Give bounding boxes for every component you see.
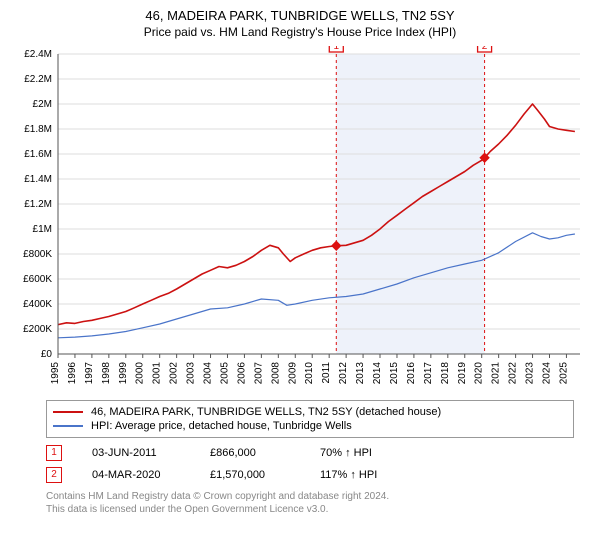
svg-text:2008: 2008 [270, 362, 281, 385]
footer-line2: This data is licensed under the Open Gov… [46, 503, 574, 516]
svg-text:£200K: £200K [23, 324, 52, 335]
chart-area: £0 £200K £400K £600K £800K £1M £1.2M £1.4M £1.6M… [8, 46, 592, 394]
svg-text:2019: 2019 [457, 362, 468, 385]
svg-text:1995: 1995 [50, 362, 61, 385]
chart-title: 46, MADEIRA PARK, TUNBRIDGE WELLS, TN2 5… [8, 8, 592, 25]
svg-text:2022: 2022 [508, 362, 519, 385]
legend-swatch [53, 411, 83, 413]
svg-text:1997: 1997 [84, 362, 95, 385]
svg-text:£600K: £600K [23, 274, 52, 285]
svg-text:1999: 1999 [118, 362, 129, 385]
svg-text:£2M: £2M [33, 99, 52, 110]
svg-text:£400K: £400K [23, 299, 52, 310]
svg-text:2016: 2016 [406, 362, 417, 385]
svg-text:2003: 2003 [186, 362, 197, 385]
chart-subtitle: Price paid vs. HM Land Registry's House … [8, 25, 592, 41]
svg-text:2015: 2015 [389, 362, 400, 385]
sale-price: £866,000 [210, 447, 290, 459]
svg-text:2006: 2006 [236, 362, 247, 385]
svg-text:1998: 1998 [101, 362, 112, 385]
sale-marker-badge: 2 [46, 467, 62, 483]
svg-text:2: 2 [482, 46, 488, 52]
svg-text:£1.6M: £1.6M [24, 149, 52, 160]
svg-text:2017: 2017 [423, 362, 434, 385]
svg-text:£1M: £1M [33, 224, 52, 235]
svg-text:£0: £0 [41, 349, 53, 360]
svg-text:2004: 2004 [203, 362, 214, 385]
svg-text:£1.8M: £1.8M [24, 124, 52, 135]
svg-text:£800K: £800K [23, 249, 52, 260]
sale-marker-table: 1 03-JUN-2011 £866,000 70% ↑ HPI 2 04-MAR-202… [46, 442, 574, 486]
svg-text:2023: 2023 [525, 362, 536, 385]
sale-hpi-delta: 117% ↑ HPI [320, 469, 410, 481]
svg-text:£2.2M: £2.2M [24, 74, 52, 85]
svg-text:2010: 2010 [304, 362, 315, 385]
svg-text:£2.4M: £2.4M [24, 49, 52, 60]
sale-marker-row: 2 04-MAR-2020 £1,570,000 117% ↑ HPI [46, 464, 574, 486]
svg-text:2014: 2014 [372, 362, 383, 385]
legend: 46, MADEIRA PARK, TUNBRIDGE WELLS, TN2 5… [46, 400, 574, 438]
svg-text:2013: 2013 [355, 362, 366, 385]
legend-swatch [53, 425, 83, 427]
legend-row: 46, MADEIRA PARK, TUNBRIDGE WELLS, TN2 5… [53, 405, 567, 419]
sale-marker-row: 1 03-JUN-2011 £866,000 70% ↑ HPI [46, 442, 574, 464]
svg-text:2018: 2018 [440, 362, 451, 385]
svg-text:2009: 2009 [287, 362, 298, 385]
svg-text:2021: 2021 [491, 362, 502, 385]
legend-label: HPI: Average price, detached house, Tunb… [91, 420, 352, 432]
svg-text:2012: 2012 [338, 362, 349, 385]
svg-text:£1.4M: £1.4M [24, 174, 52, 185]
svg-text:2020: 2020 [474, 362, 485, 385]
svg-text:2007: 2007 [253, 362, 264, 385]
svg-text:2024: 2024 [541, 362, 552, 385]
footer-line1: Contains HM Land Registry data © Crown c… [46, 490, 574, 503]
svg-text:1996: 1996 [67, 362, 78, 385]
sale-date: 03-JUN-2011 [92, 447, 180, 459]
legend-row: HPI: Average price, detached house, Tunb… [53, 419, 567, 433]
sale-price: £1,570,000 [210, 469, 290, 481]
svg-text:2011: 2011 [321, 362, 332, 384]
svg-text:1: 1 [334, 46, 340, 52]
svg-text:2005: 2005 [219, 362, 230, 385]
svg-text:2001: 2001 [152, 362, 163, 385]
svg-text:2000: 2000 [135, 362, 146, 385]
svg-text:2025: 2025 [558, 362, 569, 385]
sale-hpi-delta: 70% ↑ HPI [320, 447, 410, 459]
sale-date: 04-MAR-2020 [92, 469, 180, 481]
line-chart: £0 £200K £400K £600K £800K £1M £1.2M £1.4M £1.6M… [8, 46, 592, 394]
footer-attribution: Contains HM Land Registry data © Crown c… [46, 490, 574, 516]
title-block: 46, MADEIRA PARK, TUNBRIDGE WELLS, TN2 5… [8, 8, 592, 40]
chart-container: 46, MADEIRA PARK, TUNBRIDGE WELLS, TN2 5… [0, 0, 600, 560]
sale-marker-badge: 1 [46, 445, 62, 461]
svg-text:£1.2M: £1.2M [24, 199, 52, 210]
legend-label: 46, MADEIRA PARK, TUNBRIDGE WELLS, TN2 5… [91, 406, 441, 418]
svg-text:2002: 2002 [169, 362, 180, 385]
